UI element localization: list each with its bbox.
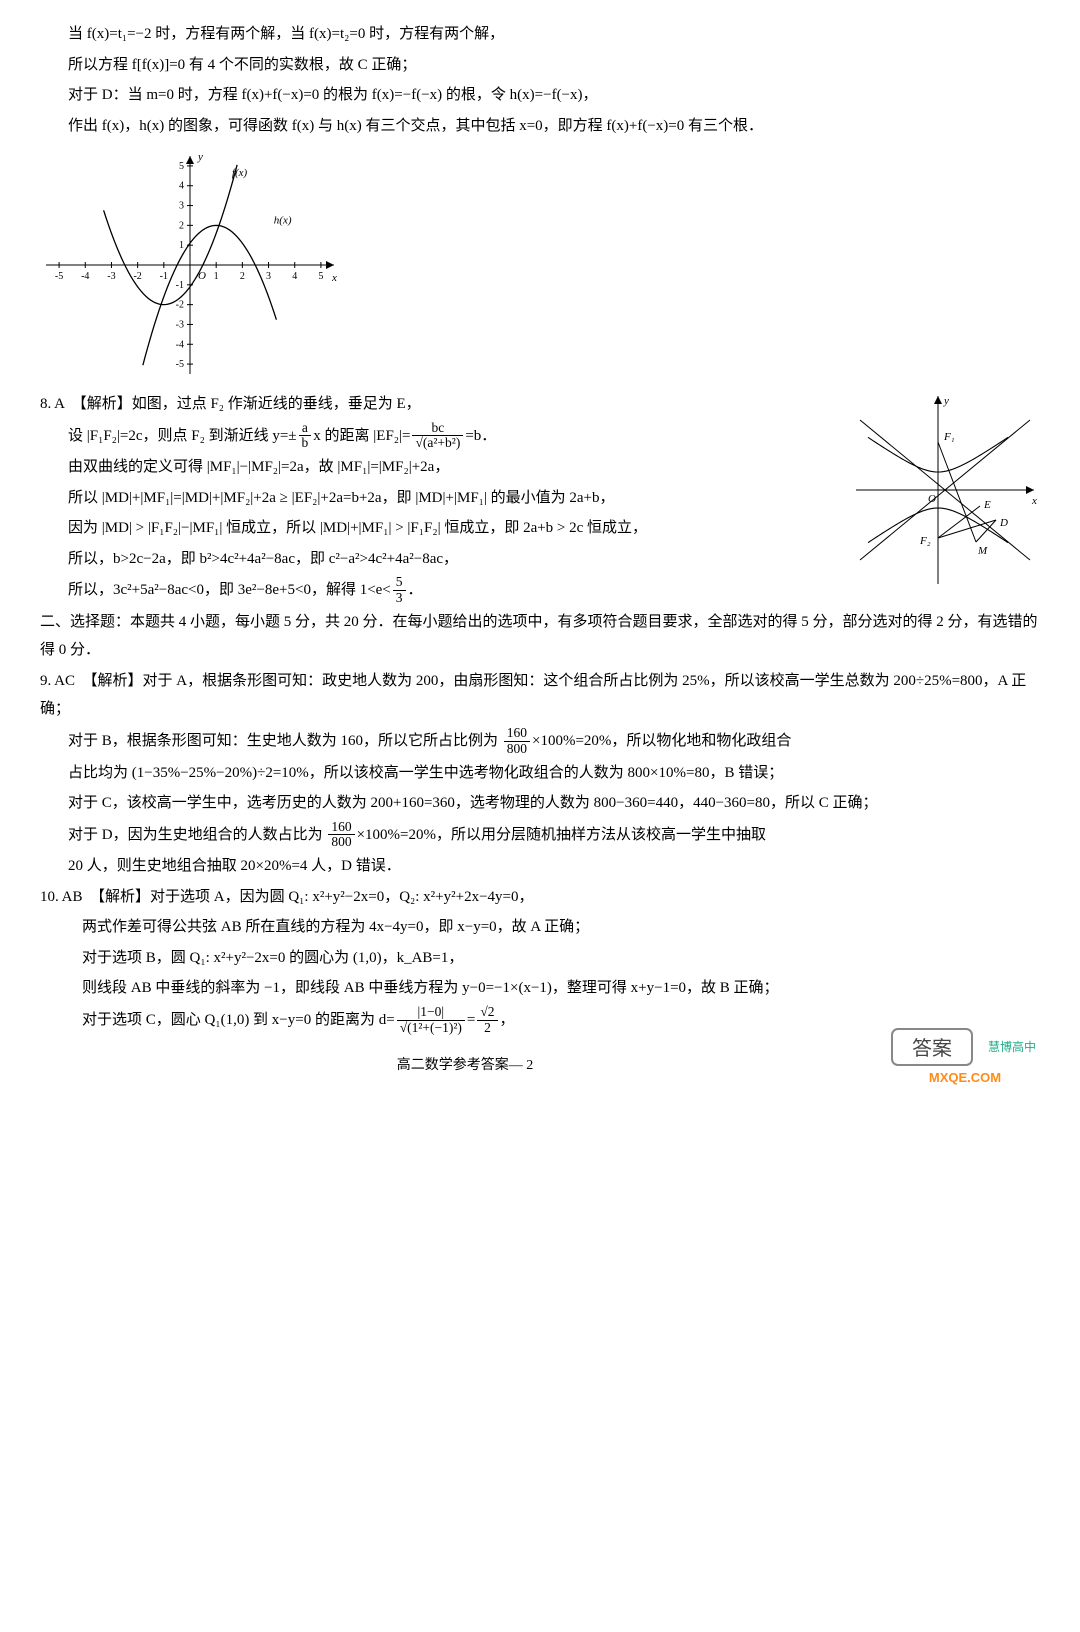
svg-text:F₂: F₂ — [919, 535, 931, 547]
q8-analysis: 【解析】如图，过点 F₂ 作渐近线的垂线，垂足为 E， — [79, 396, 421, 412]
text-line: 当 f(x)=t₁=−2 时，方程有两个解，当 f(x)=t₂=0 时，方程有两… — [68, 20, 1040, 49]
svg-text:-3: -3 — [107, 271, 115, 282]
svg-text:-5: -5 — [55, 271, 63, 282]
section-2-header: 二、选择题：本题共 4 小题，每小题 5 分，共 20 分．在每小题给出的选项中… — [40, 608, 1040, 665]
fraction: bc√(a²+b²) — [412, 421, 463, 452]
fraction: 160800 — [504, 726, 530, 757]
text-line: 对于 C，该校高一学生中，选考历史的人数为 200+160=360，选考物理的人… — [68, 789, 1040, 818]
text-line: 对于选项 B，圆 Q₁: x²+y²−2x=0 的圆心为 (1,0)，k_AB=… — [82, 944, 1040, 973]
text-frag: = — [467, 1012, 475, 1028]
text-line: 两式作差可得公共弦 AB 所在直线的方程为 4x−4y=0，即 x−y=0，故 … — [82, 913, 1040, 942]
svg-text:-5: -5 — [176, 359, 184, 370]
svg-text:E: E — [983, 499, 991, 511]
fraction: 53 — [393, 575, 406, 606]
fraction: |1−0|√(1²+(−1)²) — [397, 1005, 465, 1036]
svg-text:-2: -2 — [133, 271, 141, 282]
svg-text:-1: -1 — [176, 280, 184, 291]
svg-text:2: 2 — [179, 220, 184, 231]
fraction: 160800 — [328, 820, 354, 851]
text-line: 作出 f(x)，h(x) 的图象，可得函数 f(x) 与 h(x) 有三个交点，… — [68, 112, 1040, 141]
q10-number: 10. AB — [40, 889, 98, 905]
svg-text:M: M — [977, 545, 988, 557]
svg-text:慧博高中: 慧博高中 — [988, 1039, 1036, 1054]
text-line: 20 人，则生史地组合抽取 20×20%=4 人，D 错误． — [68, 852, 1040, 881]
svg-text:3: 3 — [179, 201, 184, 212]
text-frag: ． — [408, 582, 423, 598]
svg-text:-2: -2 — [176, 300, 184, 311]
fraction: ab — [299, 421, 312, 452]
svg-text:y: y — [943, 395, 949, 407]
svg-text:y: y — [197, 151, 203, 163]
watermark: 答案 MXQE.COM 慧博高中 — [890, 1027, 1040, 1087]
text-line: 对于 B，根据条形图可知：生史地人数为 160，所以它所占比例为 160800×… — [68, 726, 1040, 757]
text-frag: 对于 D，因为生史地组合的人数占比为 — [68, 826, 326, 842]
svg-text:D: D — [999, 517, 1008, 529]
q10-analysis: 【解析】对于选项 A，因为圆 Q₁: x²+y²−2x=0，Q₂: x²+y²+… — [98, 889, 534, 905]
text-line: 则线段 AB 中垂线的斜率为 −1，即线段 AB 中垂线方程为 y−0=−1×(… — [82, 974, 1040, 1003]
text-frag: =b． — [465, 427, 496, 443]
text-frag: ×100%=20%，所以物化地和物化政组合 — [532, 733, 791, 749]
svg-text:-4: -4 — [81, 271, 89, 282]
text-line: 所以方程 f[f(x)]=0 有 4 个不同的实数根，故 C 正确； — [68, 51, 1040, 80]
svg-text:答案: 答案 — [912, 1037, 952, 1060]
text-frag: 设 |F₁F₂|=2c，则点 F₂ 到渐近线 y=± — [68, 427, 297, 443]
text-line: 占比均为 (1−35%−25%−20%)÷2=10%，所以该校高一学生中选考物化… — [68, 759, 1040, 788]
svg-text:h(x): h(x) — [274, 214, 292, 226]
svg-text:1: 1 — [214, 271, 219, 282]
svg-text:5: 5 — [318, 271, 323, 282]
text-frag: ×100%=20%，所以用分层随机抽样方法从该校高一学生中抽取 — [357, 826, 766, 842]
svg-text:F₁: F₁ — [943, 431, 955, 443]
q8-number: 8. A — [40, 396, 79, 412]
svg-text:-1: -1 — [160, 271, 168, 282]
q9-header: 9. AC 【解析】对于 A，根据条形图可知：政史地人数为 200，由扇形图知：… — [40, 667, 1040, 724]
q9-number: 9. AC — [40, 673, 90, 689]
svg-text:4: 4 — [292, 271, 297, 282]
q9-analysis: 【解析】对于 A，根据条形图可知：政史地人数为 200，由扇形图知：这个组合所占… — [40, 673, 1026, 718]
svg-text:1: 1 — [179, 240, 184, 251]
text-frag: 对于 B，根据条形图可知：生史地人数为 160，所以它所占比例为 — [68, 733, 502, 749]
svg-text:4: 4 — [179, 181, 184, 192]
svg-text:x: x — [331, 272, 337, 284]
svg-text:x: x — [1031, 495, 1037, 507]
text-frag: x 的距离 |EF₂|= — [313, 427, 410, 443]
graph-fx-hx: -5-4-3-2-112345-5-4-3-2-112345Oxyf(x)h(x… — [40, 150, 1040, 380]
svg-text:-4: -4 — [176, 339, 184, 350]
svg-text:3: 3 — [266, 271, 271, 282]
text-line: 对于 D：当 m=0 时，方程 f(x)+f(−x)=0 的根为 f(x)=−f… — [68, 81, 1040, 110]
svg-text:MXQE.COM: MXQE.COM — [929, 1070, 1001, 1085]
text-frag: ， — [500, 1012, 515, 1028]
text-frag: 对于选项 C，圆心 Q₁(1,0) 到 x−y=0 的距离为 d= — [82, 1012, 395, 1028]
svg-text:5: 5 — [179, 161, 184, 172]
text-line: 对于 D，因为生史地组合的人数占比为 160800×100%=20%，所以用分层… — [68, 820, 1040, 851]
svg-text:f(x): f(x) — [232, 167, 248, 179]
text-frag: 所以，3c²+5a²−8ac<0，即 3e²−8e+5<0，解得 1<e< — [68, 582, 391, 598]
svg-text:2: 2 — [240, 271, 245, 282]
q10-header: 10. AB 【解析】对于选项 A，因为圆 Q₁: x²+y²−2x=0，Q₂:… — [40, 883, 1040, 912]
graph-hyperbola: OxyF₁F₂EDM — [850, 390, 1040, 590]
fraction: √22 — [477, 1005, 497, 1036]
svg-text:-3: -3 — [176, 319, 184, 330]
